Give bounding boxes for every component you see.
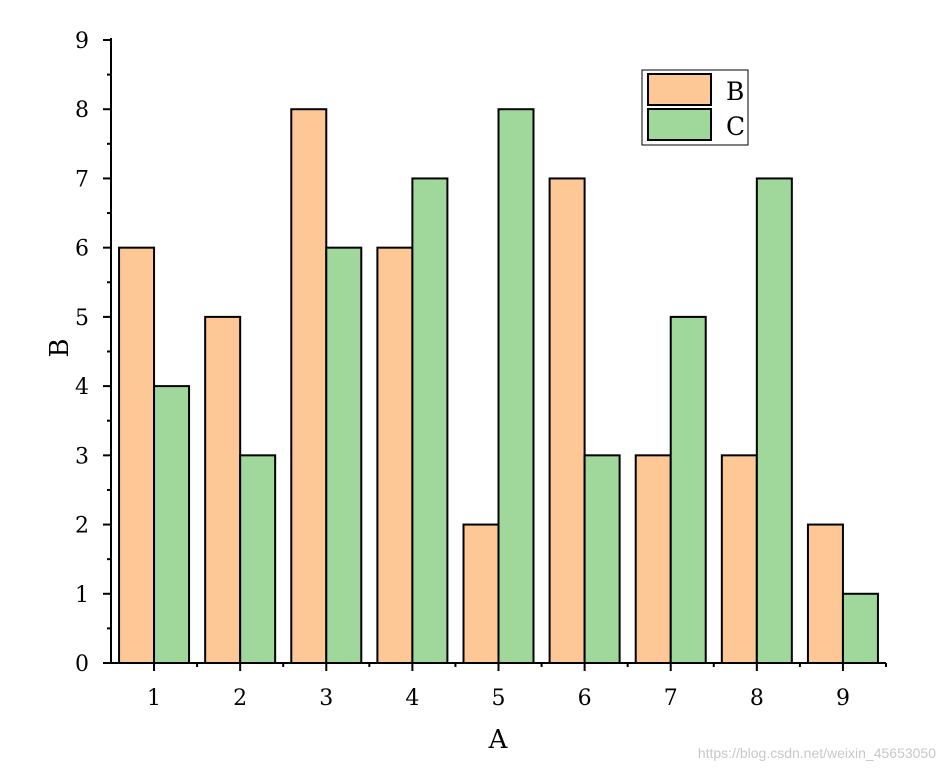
legend-swatch-B <box>647 73 712 106</box>
bar-C-1 <box>153 385 191 664</box>
x-tick-label-1: 1 <box>147 686 161 711</box>
bar-B-7 <box>634 454 672 665</box>
y-tick-label-3: 3 <box>75 444 89 469</box>
legend-label-B: B <box>726 77 744 106</box>
bar-B-9 <box>806 523 844 664</box>
legend: BC <box>641 69 749 146</box>
x-tick-label-3: 3 <box>319 686 333 711</box>
watermark: https://blog.csdn.net/weixin_45653050 <box>697 745 936 761</box>
bar-C-5 <box>497 108 535 664</box>
bar-B-6 <box>548 177 586 664</box>
bar-B-1 <box>118 246 156 665</box>
y-tick-label-1: 1 <box>75 583 89 608</box>
y-tick-label-5: 5 <box>75 306 89 331</box>
y-tick-label-9: 9 <box>75 29 89 54</box>
legend-swatch-C <box>647 108 712 141</box>
bar-B-5 <box>462 523 500 664</box>
bar-C-7 <box>669 315 707 664</box>
y-tick-label-2: 2 <box>75 514 89 539</box>
x-tick-label-5: 5 <box>492 686 506 711</box>
bar-B-2 <box>204 315 242 664</box>
x-tick-label-9: 9 <box>836 686 850 711</box>
bar-C-4 <box>411 177 449 664</box>
legend-label-C: C <box>726 112 745 141</box>
axes-layer: 0 1 2 3 4 5 6 7 8 9 1 2 3 4 5 6 7 8 9 <box>75 29 887 711</box>
y-tick-label-4: 4 <box>75 375 89 400</box>
bar-C-8 <box>755 177 793 664</box>
y-tick-label-0: 0 <box>75 652 89 677</box>
bar-C-3 <box>325 246 363 665</box>
y-axis-title: B <box>45 338 75 357</box>
bar-B-8 <box>720 454 758 665</box>
y-tick-label-8: 8 <box>75 98 89 123</box>
bar-B-3 <box>290 108 328 664</box>
x-tick-label-2: 2 <box>233 686 247 711</box>
x-axis-title: A <box>488 725 509 755</box>
x-tick-label-6: 6 <box>578 686 592 711</box>
bar-C-9 <box>841 592 879 664</box>
bars-layer <box>118 108 879 665</box>
bar-C-6 <box>583 454 621 665</box>
x-tick-label-7: 7 <box>664 686 678 711</box>
x-tick-label-8: 8 <box>750 686 764 711</box>
y-tick-label-6: 6 <box>75 237 89 262</box>
bar-B-4 <box>376 246 414 665</box>
y-tick-label-7: 7 <box>75 167 89 192</box>
bar-C-2 <box>239 454 277 665</box>
x-tick-label-4: 4 <box>405 686 419 711</box>
